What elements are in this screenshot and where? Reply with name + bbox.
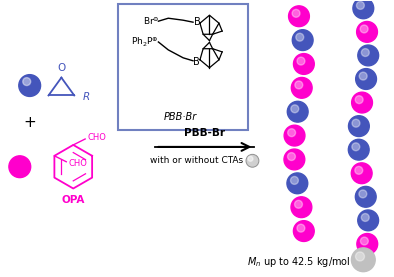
Circle shape [359,190,367,198]
Circle shape [358,45,379,66]
Text: Br$^{\ominus}$: Br$^{\ominus}$ [143,15,159,27]
Circle shape [357,234,378,254]
Circle shape [296,33,304,41]
Circle shape [246,154,259,167]
Text: O: O [57,63,65,73]
Text: B: B [193,17,201,27]
Text: OPA: OPA [61,195,85,205]
Circle shape [359,72,367,80]
Circle shape [352,119,360,127]
Circle shape [295,81,303,89]
Text: B: B [193,57,199,67]
Circle shape [292,9,300,17]
Text: PBB·Br: PBB·Br [164,112,197,122]
Text: CHO: CHO [68,159,87,168]
Text: R: R [83,93,90,102]
Circle shape [288,153,296,160]
Circle shape [287,173,308,194]
Text: CHO: CHO [87,132,106,142]
Circle shape [361,214,369,221]
Circle shape [284,149,305,170]
Text: with or without CTAs: with or without CTAs [151,156,243,165]
Circle shape [351,248,375,272]
Circle shape [294,221,314,242]
Circle shape [348,116,369,137]
Circle shape [358,210,379,231]
Circle shape [356,69,377,89]
Text: Ph$_2$P$^{\oplus}$: Ph$_2$P$^{\oplus}$ [131,35,158,48]
Circle shape [9,156,31,178]
Circle shape [360,25,368,33]
Circle shape [291,78,312,98]
Circle shape [357,22,377,42]
Circle shape [361,237,368,245]
Circle shape [287,101,308,122]
Text: PBB-Br: PBB-Br [184,128,225,138]
Circle shape [351,163,372,184]
Circle shape [297,224,305,232]
Circle shape [292,30,313,50]
Circle shape [355,96,363,104]
Circle shape [348,139,369,160]
Circle shape [295,200,303,208]
Circle shape [294,53,314,74]
Circle shape [23,78,31,86]
Circle shape [297,57,305,65]
Circle shape [288,6,309,27]
Circle shape [290,176,298,184]
Circle shape [355,186,376,207]
Circle shape [291,197,312,218]
Circle shape [248,156,253,161]
Circle shape [353,0,374,19]
Circle shape [288,129,296,137]
Text: $M_n$ up to 42.5 kg/mol: $M_n$ up to 42.5 kg/mol [247,255,351,269]
Circle shape [352,143,360,151]
Circle shape [19,75,41,96]
Text: +: + [23,115,36,130]
Circle shape [357,1,364,9]
Circle shape [284,125,305,146]
Circle shape [361,48,369,57]
Circle shape [352,92,372,113]
Circle shape [355,166,363,174]
Circle shape [355,252,364,261]
FancyBboxPatch shape [118,4,249,130]
Circle shape [291,105,299,113]
